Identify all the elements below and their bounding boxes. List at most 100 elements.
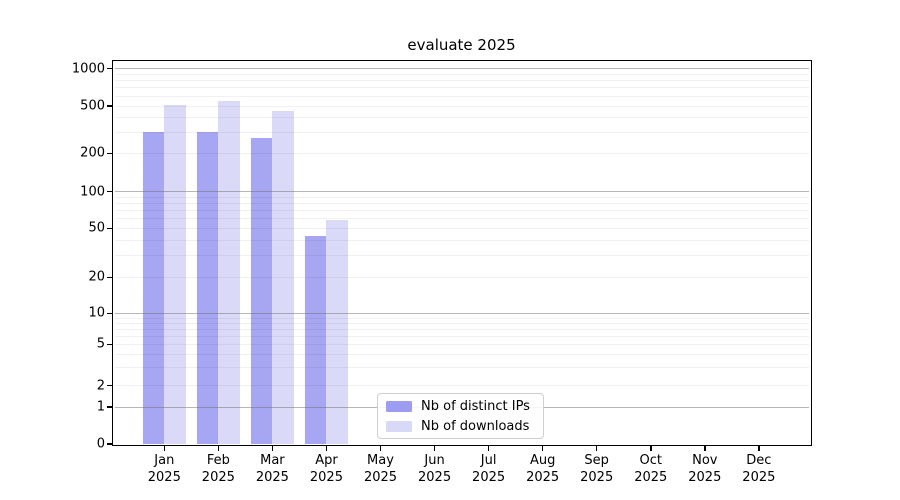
bar-distinct-ips-mar-2025	[250, 138, 273, 444]
bar-distinct-ips-feb-2025	[196, 131, 219, 444]
x-tick-mark	[541, 445, 544, 451]
gridline-minor	[114, 255, 809, 257]
month-line: Oct	[639, 453, 662, 468]
year-line: 2025	[418, 470, 452, 485]
bar-distinct-ips-jan-2025	[142, 131, 165, 444]
gridline-minor	[114, 131, 809, 133]
x-axis-month-label: May 2025	[349, 452, 413, 486]
y-tick-mark	[106, 67, 112, 70]
month-line: Jan	[154, 453, 175, 468]
gridline-minor	[114, 80, 809, 82]
bar-downloads-apr-2025	[326, 220, 349, 444]
y-tick-mark	[106, 227, 112, 230]
year-line: 2025	[147, 470, 181, 485]
x-tick-mark	[163, 445, 166, 451]
y-tick-mark	[106, 384, 112, 387]
month-line: Feb	[206, 453, 230, 468]
gridline-minor	[114, 73, 809, 75]
year-line: 2025	[201, 470, 235, 485]
gridline-minor	[114, 117, 809, 119]
month-line: Mar	[260, 453, 285, 468]
x-tick-mark	[271, 445, 274, 451]
month-line: Nov	[692, 453, 718, 468]
gridline-minor	[114, 385, 809, 387]
x-tick-mark	[595, 445, 598, 451]
year-line: 2025	[363, 470, 398, 485]
month-line: Jun	[424, 453, 445, 468]
month-line: Sep	[584, 453, 609, 468]
bar-downloads-feb-2025	[218, 101, 241, 444]
y-tick-mark	[106, 343, 112, 346]
year-line: 2025	[472, 470, 506, 485]
y-tick-mark	[106, 190, 112, 193]
y-axis-tick-label: 1000	[71, 61, 105, 76]
year-line: 2025	[742, 470, 776, 485]
y-tick-mark	[106, 276, 112, 279]
gridline-major	[114, 312, 809, 314]
gridline-minor	[114, 317, 809, 319]
gridline-major	[114, 68, 809, 69]
chart-title: evaluate 2025	[407, 36, 516, 54]
gridline-minor	[114, 227, 809, 229]
month-line: Jul	[480, 453, 497, 468]
gridline-minor	[114, 276, 809, 278]
y-tick-mark	[106, 312, 112, 315]
year-line: 2025	[634, 470, 668, 485]
y-tick-mark	[106, 152, 112, 155]
gridline-minor	[114, 328, 809, 330]
x-axis-month-label: Sep 2025	[565, 452, 629, 486]
legend-row-distinct-ips: Nb of distinct IPs	[386, 399, 535, 414]
x-tick-mark	[487, 445, 490, 451]
bar-distinct-ips-apr-2025	[304, 236, 327, 444]
plot-area	[111, 59, 812, 446]
gridline-minor	[114, 353, 809, 355]
gridline-minor	[114, 87, 809, 89]
y-axis-tick-label: 5	[96, 336, 105, 352]
y-axis-tick-label: 2	[96, 378, 105, 394]
year-line: 2025	[688, 470, 722, 485]
x-axis-month-label: Jun 2025	[403, 452, 467, 486]
x-axis-month-label: Nov 2025	[673, 452, 737, 486]
y-tick-mark	[106, 406, 112, 408]
x-axis-month-label: Jul 2025	[457, 452, 521, 486]
gridline-minor	[114, 218, 809, 220]
y-tick-mark	[106, 105, 112, 107]
x-tick-mark	[704, 445, 706, 451]
x-tick-mark	[758, 445, 760, 451]
x-axis-month-label: Oct 2025	[619, 452, 683, 486]
year-line: 2025	[255, 470, 289, 485]
y-axis-tick-label: 50	[88, 220, 105, 236]
gridline-minor	[114, 343, 809, 345]
bar-downloads-jan-2025	[164, 104, 186, 444]
year-line: 2025	[309, 470, 343, 485]
x-tick-mark	[433, 445, 436, 451]
x-axis-month-label: Dec 2025	[727, 452, 791, 486]
gridline-minor	[114, 95, 809, 97]
gridline-minor	[114, 210, 809, 212]
year-line: 2025	[580, 470, 614, 485]
y-axis-tick-label: 10	[88, 305, 105, 321]
gridline-minor	[114, 152, 809, 154]
legend-swatch-downloads	[386, 420, 412, 432]
gridline-major	[114, 191, 809, 193]
x-axis-month-label: Feb 2025	[186, 452, 250, 486]
gridline-minor	[114, 366, 809, 368]
legend-label-distinct-ips: Nb of distinct IPs	[421, 398, 530, 414]
x-axis-month-label: Jan 2025	[132, 452, 196, 486]
y-tick-mark	[106, 443, 112, 445]
legend-row-downloads: Nb of downloads	[386, 419, 535, 434]
gridline-minor	[114, 322, 809, 324]
x-axis-month-label: Apr 2025	[294, 452, 358, 486]
legend: Nb of distinct IPs Nb of downloads	[377, 393, 544, 439]
gridline-minor	[114, 105, 809, 107]
x-tick-mark	[217, 445, 220, 451]
x-tick-mark	[325, 445, 328, 451]
y-axis-tick-label: 200	[80, 145, 105, 161]
y-axis-tick-label: 100	[80, 184, 105, 200]
month-line: Dec	[746, 453, 772, 468]
y-axis-tick-label: 0	[96, 436, 105, 452]
x-tick-mark	[650, 445, 652, 451]
month-line: Aug	[529, 453, 556, 468]
month-line: Apr	[315, 453, 338, 468]
